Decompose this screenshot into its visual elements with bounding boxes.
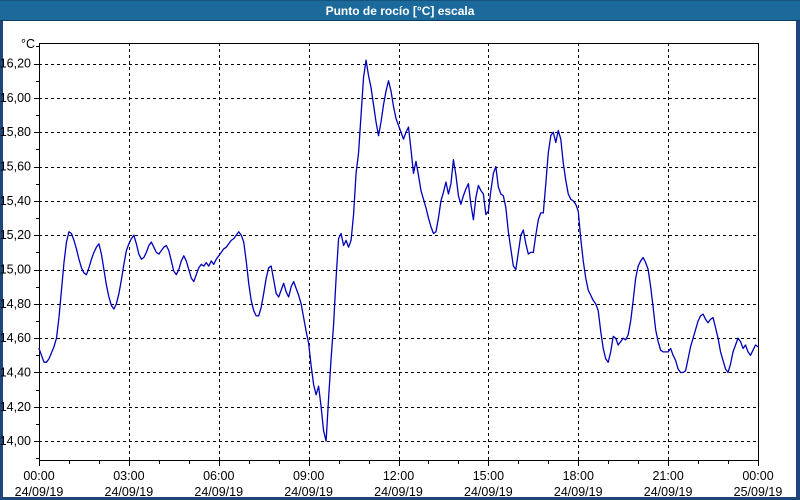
y-axis-tick-label: 14,00: [0, 434, 31, 448]
x-axis-time-label: 18:00: [563, 469, 594, 483]
window-title: Punto de rocío [°C] escala: [325, 3, 475, 18]
y-axis-tick-label: 15,60: [0, 160, 31, 174]
x-axis-date-label: 24/09/19: [105, 485, 154, 499]
y-axis-tick-label: 16,20: [0, 57, 31, 71]
x-axis-date-label: 24/09/19: [374, 485, 423, 499]
x-axis-time-label: 00:00: [23, 469, 54, 483]
y-axis-tick-label: 15,80: [0, 125, 31, 139]
y-axis-tick-label: 15,00: [0, 263, 31, 277]
x-axis-time-label: 03:00: [113, 469, 144, 483]
x-axis-date-label: 25/09/19: [734, 485, 783, 499]
x-axis-time-label: 06:00: [203, 469, 234, 483]
y-axis-tick-label: 14,80: [0, 297, 31, 311]
x-axis-time-label: 12:00: [383, 469, 414, 483]
plot-border: [39, 43, 759, 461]
x-axis-date-label: 24/09/19: [194, 485, 243, 499]
y-axis-tick-label: 14,40: [0, 365, 31, 379]
series-line-dewpoint: [38, 59, 759, 442]
x-axis-time-label: 09:00: [293, 469, 324, 483]
y-axis-tick-label: 16,00: [0, 91, 31, 105]
x-axis-date-label: 24/09/19: [644, 485, 693, 499]
x-axis-time-label: 15:00: [473, 469, 504, 483]
x-axis-time-label: 00:00: [742, 469, 773, 483]
x-axis-date-label: 24/09/19: [15, 485, 64, 499]
y-axis-tick-label: 15,20: [0, 228, 31, 242]
y-axis-tick-label: 15,40: [0, 194, 31, 208]
x-axis-time-label: 21:00: [652, 469, 683, 483]
x-axis-date-label: 24/09/19: [554, 485, 603, 499]
y-axis-tick-label: 14,60: [0, 331, 31, 345]
y-axis-unit-label: °C: [21, 37, 35, 51]
x-axis-date-label: 24/09/19: [464, 485, 513, 499]
y-axis-tick-label: 14,20: [0, 400, 31, 414]
window-titlebar[interactable]: Punto de rocío [°C] escala: [0, 0, 800, 21]
x-axis-date-label: 24/09/19: [284, 485, 333, 499]
